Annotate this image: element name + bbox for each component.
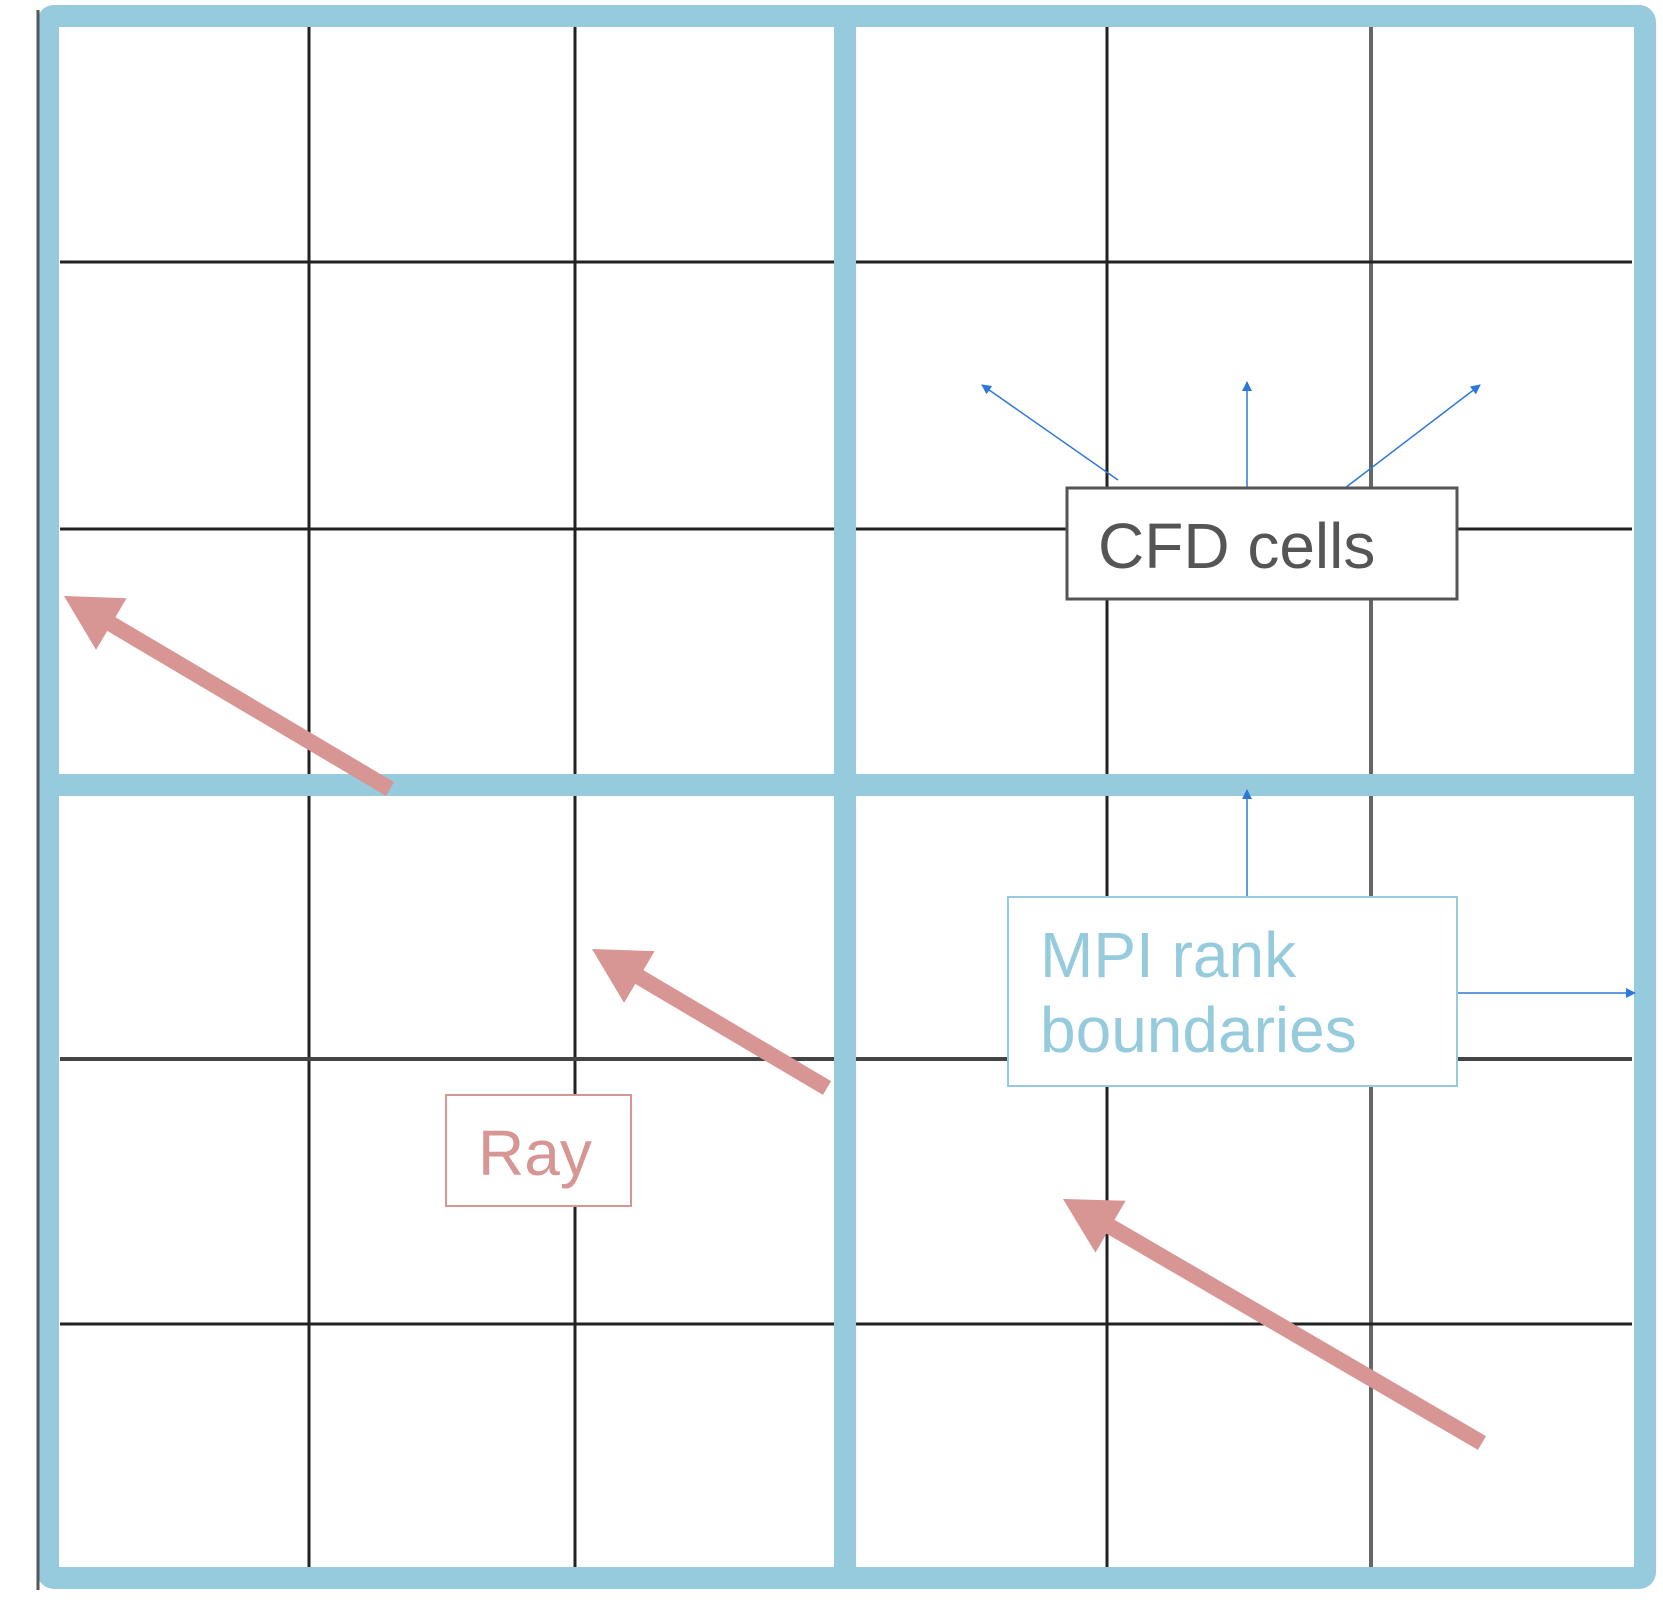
- ray-arrow-head: [592, 949, 655, 1003]
- rays: [64, 596, 1487, 1450]
- mpi-rank-label-box: [1007, 896, 1458, 1087]
- cfd-cells-label-box: [1065, 486, 1459, 601]
- ray-arrow-shaft: [1103, 1217, 1487, 1450]
- cfd-cells-callout: CFD cells: [1065, 486, 1459, 601]
- cfd-pointer-arrow: [981, 384, 1119, 481]
- ray-arrow-head: [1063, 1199, 1126, 1253]
- ray-arrow-shaft: [103, 615, 395, 796]
- cfd-cells-label: CFD cells: [1098, 510, 1375, 582]
- label-pointer-arrows: [981, 381, 1636, 998]
- ray-arrow-shaft: [631, 968, 832, 1095]
- ray-arrow-head: [64, 596, 127, 650]
- ray-callout: Ray: [445, 1094, 632, 1207]
- ray-label: Ray: [478, 1117, 592, 1189]
- mpi-rank-boundaries: [37, 5, 1656, 1589]
- cfd-pointer-arrow: [1344, 384, 1481, 489]
- mpi-rank-callout: MPI rank boundaries: [1007, 896, 1458, 1087]
- mpi-rank-label-line1: MPI rank: [1040, 919, 1297, 991]
- mpi-rank-label-line2: boundaries: [1040, 994, 1357, 1066]
- ray-label-box: [445, 1094, 632, 1207]
